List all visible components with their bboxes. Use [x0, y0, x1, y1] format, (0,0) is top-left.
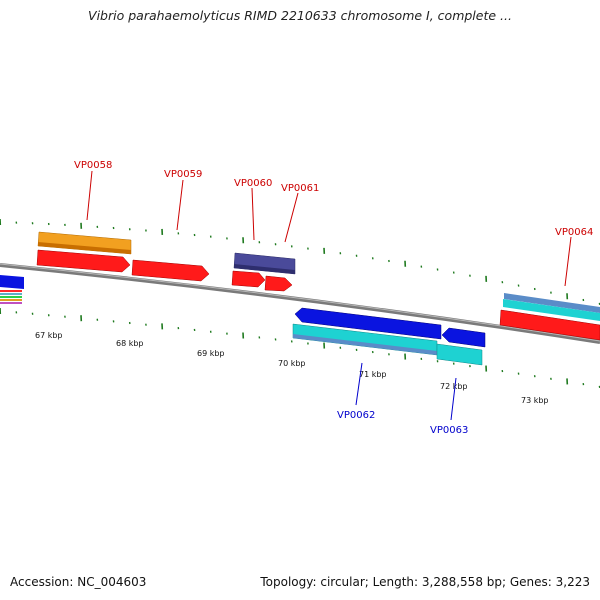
feature-bar-steelblue[interactable]: [504, 293, 600, 313]
gene-arrow[interactable]: [0, 275, 24, 289]
feature-bar-cyan-3[interactable]: [503, 299, 600, 321]
tick-label: 71 kbp: [359, 370, 387, 379]
gene-label-vp0061[interactable]: VP0061: [281, 183, 319, 194]
tick-labels: 67 kbp 68 kbp 69 kbp 70 kbp 71 kbp 72 kb…: [35, 331, 549, 405]
gene-arrow-vp0063[interactable]: [441, 327, 486, 348]
tick-label: 73 kbp: [521, 396, 549, 405]
accession-label: Accession: NC_004603: [10, 575, 147, 589]
leader-lines: [86, 170, 572, 421]
gene-label-vp0062[interactable]: VP0062: [337, 410, 375, 421]
inner-tick-ring: [0, 307, 600, 389]
tick-label: 70 kbp: [278, 359, 306, 368]
tick-label: 72 kbp: [440, 382, 468, 391]
genome-summary: Topology: circular; Length: 3,288,558 bp…: [260, 575, 590, 589]
gene-arrow-vp0062[interactable]: [294, 307, 442, 340]
gene-label-vp0059[interactable]: VP0059: [164, 169, 202, 180]
left-edge-features: [0, 275, 24, 304]
feature-bar-cyan-2[interactable]: [436, 343, 483, 366]
gene-arrow-vp0060[interactable]: [231, 270, 266, 288]
gene-labels: VP0058 VP0059 VP0060 VP0061 VP0064 VP006…: [74, 160, 593, 436]
gene-label-vp0064[interactable]: VP0064: [555, 227, 593, 238]
gene-label-vp0060[interactable]: VP0060: [234, 178, 272, 189]
gene-label-vp0058[interactable]: VP0058: [74, 160, 112, 171]
gene-arrow-vp0058[interactable]: [36, 249, 131, 273]
chromosome-backbone: [0, 263, 600, 344]
tick-label: 67 kbp: [35, 331, 63, 340]
gene-arrow-vp0061[interactable]: [264, 275, 293, 292]
map-title: Vibrio parahaemolyticus RIMD 2210633 chr…: [88, 8, 512, 23]
gene-arrow-vp0064[interactable]: [499, 309, 600, 341]
tick-label: 69 kbp: [197, 349, 225, 358]
tick-label: 68 kbp: [116, 339, 144, 348]
gene-arrow-vp0059[interactable]: [131, 259, 210, 282]
outer-tick-ring: [0, 218, 600, 305]
gene-label-vp0063[interactable]: VP0063: [430, 425, 468, 436]
